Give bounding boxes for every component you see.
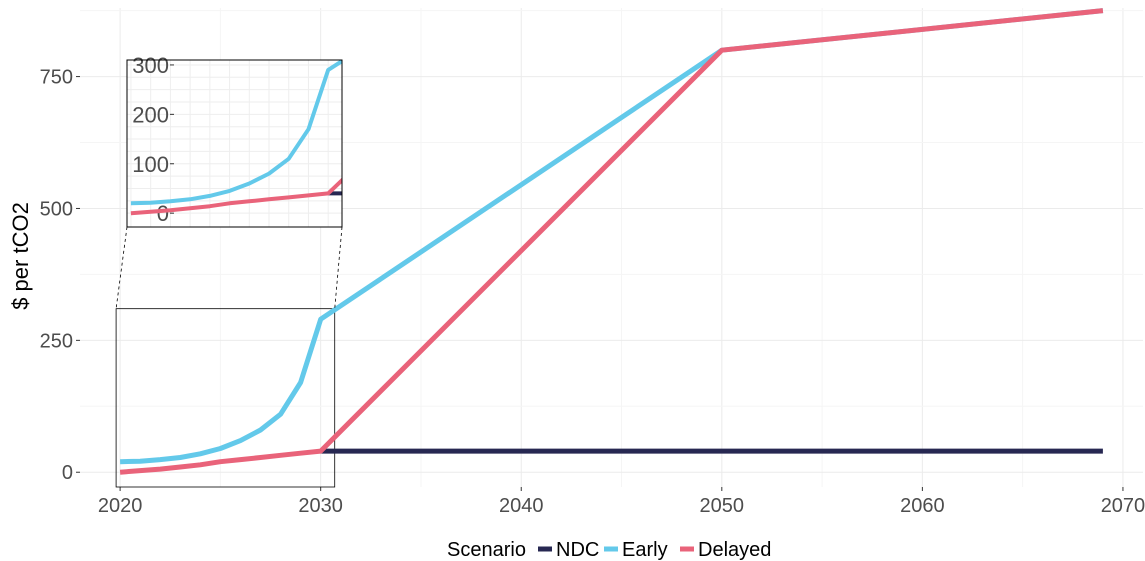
- legend-label-early: Early: [622, 539, 668, 561]
- zoom-rectangle: [115, 308, 336, 488]
- legend: Scenario NDC Early Delayed: [447, 539, 771, 561]
- y-axis-ticks: 0 250 500 750: [40, 67, 80, 484]
- inset-background: [127, 60, 342, 227]
- y-tick-label: 750: [40, 67, 73, 89]
- x-tick-label: 2050: [700, 495, 745, 517]
- inset-connector-left: [115, 226, 128, 309]
- y-tick-label: 0: [62, 462, 73, 484]
- x-tick-label: 2070: [1101, 495, 1145, 517]
- inset-series-line-early: [130, 60, 342, 206]
- inset-connector-right: [334, 226, 343, 309]
- x-tick-label: 2060: [900, 495, 945, 517]
- y-tick-label: 250: [40, 330, 73, 352]
- main-gridlines: [80, 8, 1143, 487]
- plot-series: [119, 8, 1104, 475]
- legend-label-ndc: NDC: [556, 539, 599, 561]
- x-tick-label: 2020: [98, 495, 143, 517]
- legend-title: Scenario: [447, 539, 526, 561]
- y-tick-label: 500: [40, 198, 73, 220]
- inset-series-line-delayed: [130, 177, 342, 216]
- inset-y-tick-label: 300: [132, 53, 169, 78]
- inset-panel: 0 100 200 300: [115, 53, 343, 309]
- series-line-delayed: [119, 8, 1104, 475]
- x-tick-label: 2040: [499, 495, 544, 517]
- inset-y-tick-label: 200: [132, 102, 169, 127]
- series-line-early: [120, 8, 1104, 465]
- zoom-region: [115, 308, 336, 488]
- inset-series: [130, 60, 342, 216]
- x-axis-ticks: 2020 2030 2040 2050 2060 2070: [98, 487, 1145, 517]
- legend-label-delayed: Delayed: [698, 539, 771, 561]
- x-tick-label: 2030: [298, 495, 343, 517]
- inset-gridlines: [127, 60, 342, 227]
- inset-border: [126, 59, 343, 228]
- inset-y-tick-label: 0: [157, 201, 169, 226]
- y-axis-title: $ per tCO2: [8, 202, 33, 310]
- inset-y-tick-label: 100: [132, 152, 169, 177]
